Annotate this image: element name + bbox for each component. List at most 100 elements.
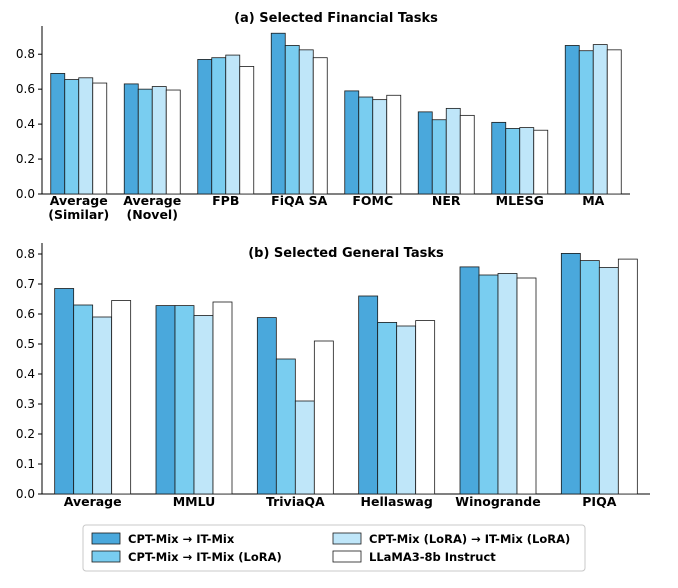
bar-fpb-series-3 [225,54,241,195]
bar-average-series-3 [92,316,113,495]
bar-hellaswag-series-3 [396,325,417,495]
legend-swatch-2 [91,550,121,563]
x-tick-label-hellaswag: Hellaswag [361,494,433,509]
bar-winogrande-series-4 [516,277,537,495]
legend-swatch-3 [332,532,362,545]
bar-triviaqa-series-4 [313,340,334,495]
legend-swatch-1 [91,532,121,545]
financial-tasks-panel: (a) Selected Financial Tasks 0.0 0.2 0.4 0.6… [16,11,630,222]
y-tick-label: 0.4 [16,117,35,131]
bar-fomc-series-3 [372,99,388,195]
y-tick-label: 0.2 [16,427,35,441]
bar-fomc-series-1 [344,90,360,195]
bar-piqa-series-3 [598,267,619,495]
bar-fiqa-sa-series-1 [270,32,286,195]
legend-label-4: LLaMA3-8b Instruct [369,550,496,564]
x-tick-label-fomc: FOMC [352,193,393,208]
bar-ma-series-1 [564,45,580,195]
bar-average-series-4 [111,300,132,495]
x-tick-label-triviaqa: TriviaQA [266,494,325,509]
y-tick-label: 0.7 [16,277,35,291]
bar-mlesg-series-3 [519,127,535,195]
bar-triviaqa-series-3 [294,400,315,495]
bar-ner-series-2 [431,119,447,195]
x-tick-label-average-novel-line2: (Novel) [127,207,178,222]
legend-label-1: CPT-Mix → IT-Mix [128,532,235,546]
x-tick-label-average-similar-line1: Average [50,193,108,208]
legend-swatch-4 [332,550,362,563]
bar-fpb-series-2 [211,57,227,195]
x-tick-label-mlesg: MLESG [496,193,544,208]
x-tick-label-average-novel-line1: Average [123,193,181,208]
chart-title: (b) Selected General Tasks [248,246,444,261]
bar-ner-series-1 [417,111,433,195]
legend-label-2: CPT-Mix → IT-Mix (LoRA) [128,550,282,564]
y-tick-label: 0.6 [16,307,35,321]
legend: CPT-Mix → IT-Mix CPT-Mix → IT-Mix (LoRA) C… [82,524,586,572]
y-tick-label: 0.5 [16,337,35,351]
bar-average-novel-series-1 [123,83,139,195]
bar-hellaswag-series-2 [377,321,398,495]
bar-average-similar-series-2 [64,79,80,195]
legend-label-3: CPT-Mix (LoRA) → IT-Mix (LoRA) [369,532,570,546]
bar-mlesg-series-4 [533,129,549,195]
bar-winogrande-series-3 [497,273,518,495]
bar-average-series-1 [54,288,75,495]
bar-piqa-series-1 [560,252,581,495]
bar-ma-series-4 [606,49,622,195]
bar-fpb-series-4 [239,66,255,195]
bar-winogrande-series-1 [459,266,480,495]
x-tick-label-fpb: FPB [212,193,239,208]
bar-average-novel-series-2 [137,88,153,195]
y-tick-label: 0.8 [16,47,35,61]
bar-hellaswag-series-4 [415,320,436,495]
bar-average-novel-series-3 [151,86,167,195]
y-tick-label: 0.4 [16,367,35,381]
x-tick-label-average-similar-line2: (Similar) [48,207,109,222]
bar-mmlu-series-2 [174,305,195,495]
x-tick-label-fiqa-sa: FiQA SA [271,193,327,208]
bar-piqa-series-4 [617,258,638,495]
bar-average-series-2 [73,304,94,495]
bar-average-similar-series-4 [92,82,108,195]
x-tick-label-ner: NER [432,193,461,208]
x-tick-label-ma: MA [582,193,604,208]
bar-mlesg-series-1 [491,121,507,195]
y-tick-label: 0.0 [16,487,35,501]
bar-ner-series-3 [445,107,461,195]
y-tick-label: 0.8 [16,247,35,261]
chart-title: (a) Selected Financial Tasks [234,11,438,26]
bar-average-similar-series-1 [50,73,66,195]
x-tick-label-average: Average [64,494,122,509]
y-tick-label: 0.0 [16,187,35,201]
bar-ma-series-3 [592,44,608,195]
x-tick-label-mmlu: MMLU [173,494,216,509]
y-tick-label: 0.6 [16,82,35,96]
bar-mmlu-series-3 [193,315,214,495]
bar-fiqa-sa-series-4 [312,57,328,195]
y-tick-label: 0.3 [16,397,35,411]
x-tick-label-winogrande: Winogrande [455,494,540,509]
bar-fomc-series-4 [386,94,402,195]
bar-ner-series-4 [459,114,475,195]
legend-frame [82,524,586,572]
bar-piqa-series-2 [579,260,600,495]
general-tasks-panel: (b) Selected General Tasks 0.0 0.1 0.2 0.3 0.… [16,243,650,509]
bar-fiqa-sa-series-3 [298,49,314,195]
bar-hellaswag-series-1 [358,295,379,495]
bar-mmlu-series-1 [155,305,176,495]
y-tick-label: 0.2 [16,152,35,166]
bar-mmlu-series-4 [212,301,233,495]
bar-fpb-series-1 [197,59,213,195]
bar-fomc-series-2 [358,96,374,195]
bar-average-similar-series-3 [78,77,94,195]
y-tick-label: 0.1 [16,457,35,471]
x-tick-label-piqa: PIQA [582,494,616,509]
bar-winogrande-series-2 [478,274,499,495]
bar-fiqa-sa-series-2 [284,45,300,195]
bar-triviaqa-series-1 [256,317,277,495]
bar-ma-series-2 [578,50,594,195]
bar-triviaqa-series-2 [275,358,296,495]
